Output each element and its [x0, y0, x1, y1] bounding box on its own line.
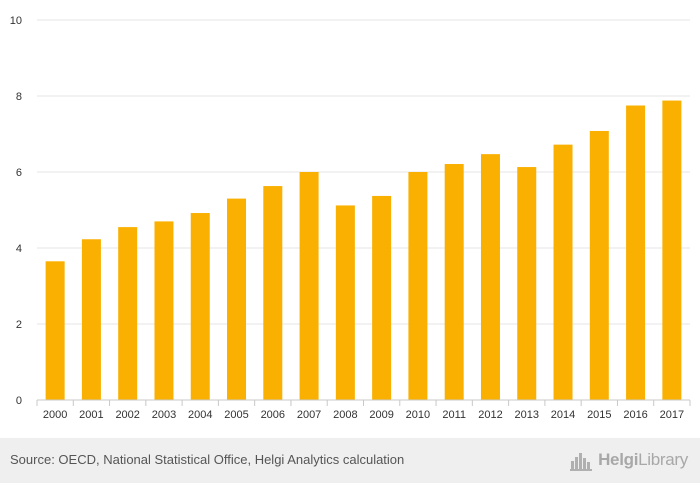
x-tick-label: 2000 — [43, 409, 67, 421]
y-tick-label: 2 — [16, 319, 22, 331]
bar-2015[interactable] — [589, 130, 609, 400]
bar-2001[interactable] — [81, 239, 101, 400]
bar-2000[interactable] — [45, 261, 65, 400]
y-axis-ticks: 0 2 4 6 8 10 — [10, 15, 22, 407]
bar-2006[interactable] — [263, 186, 283, 400]
bar-2014[interactable] — [553, 144, 573, 400]
x-tick-label: 2011 — [442, 409, 466, 421]
bar-2016[interactable] — [626, 105, 646, 401]
x-tick-label: 2007 — [297, 409, 321, 421]
x-axis-ticks: 2000 2001 2002 2003 2004 2005 2006 2007 2008 2009… — [43, 409, 684, 421]
x-tick-label: 2016 — [623, 409, 647, 421]
x-tick-label: 2002 — [115, 409, 139, 421]
x-tick-label: 2004 — [188, 409, 212, 421]
bar-2008[interactable] — [335, 205, 355, 400]
source-note: Source: OECD, National Statistical Offic… — [10, 452, 405, 467]
logo-text-helgi: Helgi — [598, 450, 639, 469]
bar-2011[interactable] — [444, 164, 464, 400]
x-tick-label: 2009 — [369, 409, 393, 421]
gridlines — [37, 19, 690, 325]
x-tick-label: 2012 — [478, 409, 502, 421]
bar-2009[interactable] — [372, 195, 392, 400]
chart-footer: Source: OECD, National Statistical Offic… — [0, 438, 700, 483]
bars — [45, 100, 682, 401]
y-tick-label: 4 — [16, 243, 22, 255]
bar-2005[interactable] — [227, 198, 247, 400]
bar-2012[interactable] — [480, 154, 500, 400]
x-tick-label: 2014 — [551, 409, 575, 421]
bar-2007[interactable] — [299, 172, 319, 400]
y-tick-label: 0 — [16, 395, 22, 407]
x-tick-label: 2003 — [152, 409, 176, 421]
bar-2017[interactable] — [662, 100, 682, 400]
bar-2013[interactable] — [517, 167, 537, 400]
x-axis — [36, 399, 691, 406]
x-tick-label: 2017 — [660, 409, 684, 421]
y-tick-label: 8 — [16, 91, 22, 103]
y-tick-label: 6 — [16, 167, 22, 179]
helgi-library-logo-icon — [570, 453, 593, 471]
bar-chart: 0 2 4 6 8 10 2000 2001 2002 2003 2004 2005 2006 2007… — [10, 15, 691, 421]
logo-text-library: Library — [638, 450, 688, 469]
y-tick-label: 10 — [10, 15, 22, 27]
x-tick-label: 2001 — [79, 409, 103, 421]
bar-2003[interactable] — [154, 221, 174, 400]
x-tick-label: 2005 — [224, 409, 248, 421]
bar-2002[interactable] — [118, 227, 138, 400]
x-tick-label: 2013 — [515, 409, 539, 421]
x-tick-label: 2015 — [587, 409, 611, 421]
x-tick-label: 2006 — [261, 409, 285, 421]
bar-2010[interactable] — [408, 172, 428, 400]
x-tick-label: 2010 — [406, 409, 430, 421]
bar-2004[interactable] — [190, 213, 210, 400]
x-tick-label: 2008 — [333, 409, 357, 421]
helgi-library-logo[interactable]: Helgi Library — [570, 447, 688, 473]
